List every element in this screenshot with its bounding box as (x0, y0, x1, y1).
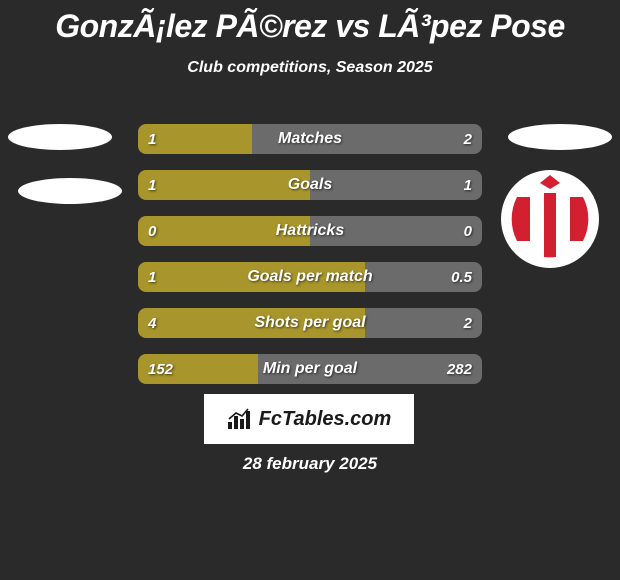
shield-icon (500, 169, 600, 269)
stat-row: Hattricks0 0 (138, 216, 482, 246)
stat-row: Shots per goal4 2 (138, 308, 482, 338)
page-title: GonzÃ¡lez PÃ©rez vs LÃ³pez Pose (0, 0, 620, 45)
stat-row: Min per goal152 282 (138, 354, 482, 384)
club-left-avatar (18, 178, 122, 204)
player-left-avatar (8, 124, 112, 150)
stat-value-right: 2 (464, 124, 472, 154)
stat-label: Min per goal (138, 354, 482, 384)
stat-label: Matches (138, 124, 482, 154)
club-right-badge (500, 169, 600, 269)
stat-label: Goals (138, 170, 482, 200)
stat-row: Matches1 2 (138, 124, 482, 154)
stat-value-left: 0 (148, 216, 156, 246)
stat-value-left: 1 (148, 262, 156, 292)
page-subtitle: Club competitions, Season 2025 (0, 59, 620, 77)
stat-label: Goals per match (138, 262, 482, 292)
stat-value-right: 0 (464, 216, 472, 246)
stat-bars: Matches12Goals11Hattricks00Goals per mat… (138, 124, 482, 400)
stat-value-left: 1 (148, 124, 156, 154)
stat-label: Shots per goal (138, 308, 482, 338)
player-right-avatar (508, 124, 612, 150)
stat-row: Goals per match1 0.5 (138, 262, 482, 292)
brand-box: FcTables.com (204, 394, 414, 444)
stat-value-right: 282 (447, 354, 472, 384)
stat-value-left: 4 (148, 308, 156, 338)
date-label: 28 february 2025 (0, 454, 620, 474)
stat-value-right: 0.5 (451, 262, 472, 292)
stat-value-left: 1 (148, 170, 156, 200)
stat-label: Hattricks (138, 216, 482, 246)
bars-icon (227, 408, 253, 430)
stat-value-right: 1 (464, 170, 472, 200)
stat-value-right: 2 (464, 308, 472, 338)
brand-text: FcTables.com (259, 408, 392, 431)
stat-row: Goals1 1 (138, 170, 482, 200)
stat-value-left: 152 (148, 354, 173, 384)
